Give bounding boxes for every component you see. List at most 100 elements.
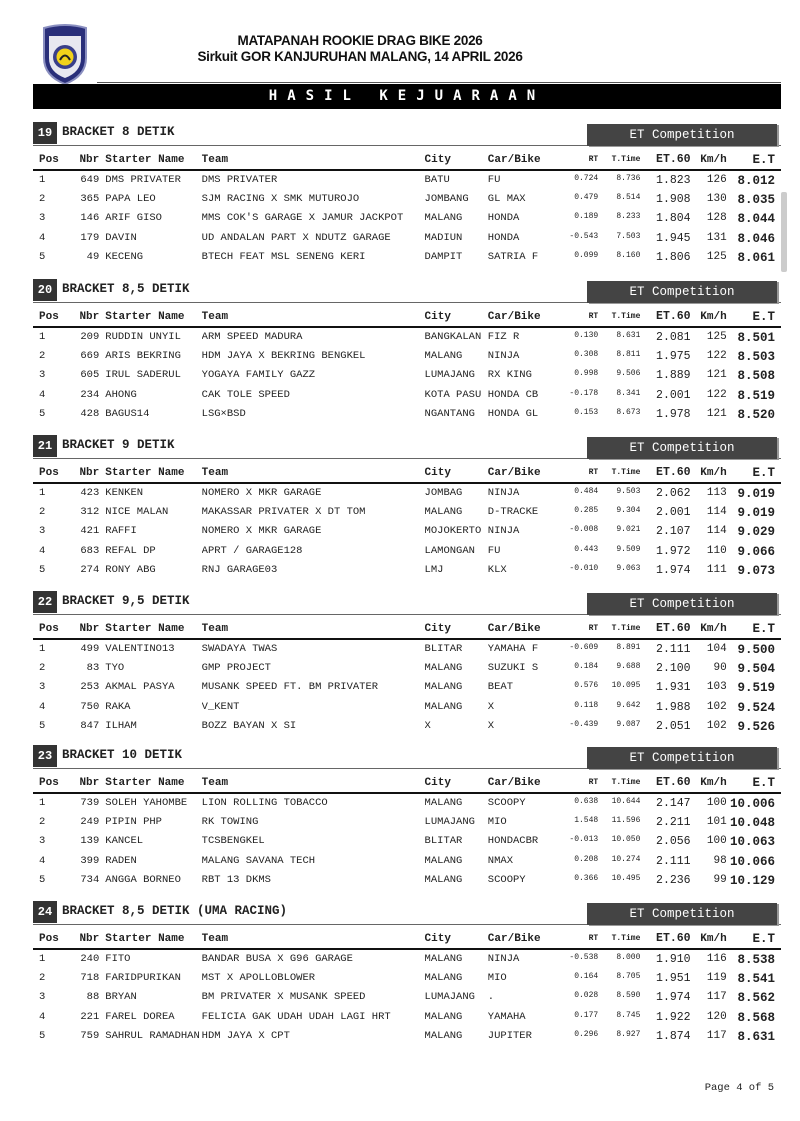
cell-city: MALANG (424, 874, 463, 886)
column-header-city: City (424, 929, 488, 950)
cell-nbr: 179 (80, 231, 100, 244)
cell-nbr: 312 (80, 505, 100, 518)
section-number: 24 (33, 901, 57, 923)
cell-rt: 0.285 (574, 505, 599, 515)
cell-car-bike: SCOOPY (487, 797, 526, 809)
cell-car-bike: SATRIA F (487, 251, 539, 263)
cell-kmh: 121 (706, 369, 727, 381)
cell-et60: 2.107 (656, 525, 691, 538)
cell-rt: 0.366 (574, 874, 599, 883)
bracket-section: 23 BRACKET 10 DETIK ET Competition Pos Nb… (33, 745, 781, 895)
cell-team: HDM JAYA X CPT (201, 1030, 290, 1042)
cell-rt: -0.543 (569, 231, 599, 241)
cell-et60: 2.056 (656, 835, 691, 848)
cell-city: MALANG (424, 797, 463, 809)
cell-t-time: 8.736 (616, 174, 641, 183)
table-row: 1 209 RUDDIN UNYIL ARM SPEED MADURA BANGKALA… (33, 327, 781, 347)
cell-et: 10.066 (729, 854, 775, 869)
cell-nbr: 421 (80, 525, 100, 537)
cell-et: 10.129 (729, 874, 775, 888)
cell-rt: -0.178 (569, 388, 599, 398)
cell-rt: 1.548 (574, 815, 599, 825)
cell-kmh: 100 (706, 835, 727, 847)
table-header-row: Pos Nbr Starter Name Team City Car/Bike RT T.Ti… (33, 150, 781, 171)
section-header: 19 BRACKET 8 DETIK ET Competition (33, 122, 781, 146)
cell-kmh: 100 (706, 797, 727, 809)
cell-car-bike: . (487, 991, 495, 1003)
cell-pos: 5 (39, 874, 46, 886)
cell-city: MALANG (424, 349, 463, 362)
cell-team: UD ANDALAN PART X NDUTZ GARAGE (201, 231, 391, 244)
column-header-kmh: Km/h (690, 929, 727, 950)
bracket-section: 21 BRACKET 9 DETIK ET Competition Pos Nbr… (33, 435, 781, 585)
column-header-car-bike: Car/Bike (487, 150, 557, 171)
cell-city: MALANG (424, 854, 463, 867)
cell-et60: 1.988 (656, 700, 691, 714)
cell-t-time: 8.705 (616, 971, 641, 981)
cell-pos: 4 (39, 231, 46, 244)
competition-label: ET Competition (587, 124, 777, 146)
cell-team: ARM SPEED MADURA (201, 331, 303, 343)
cell-et: 8.508 (737, 369, 775, 383)
cell-team: LSG×BSD (201, 408, 246, 420)
table-header-row: Pos Nbr Starter Name Team City Car/Bike RT T.Ti… (33, 463, 781, 484)
cell-car-bike: FIZ R (487, 331, 520, 343)
cell-team: BM PRIVATER X MUSANK SPEED (201, 991, 366, 1003)
cell-city: NGANTANG (424, 408, 475, 420)
cell-city: LAMONGAN (424, 544, 475, 557)
column-header-nbr: Nbr (71, 150, 104, 171)
cell-car-bike: KLX (487, 564, 507, 576)
cell-team: SJM RACING X SMK MUTUROJO (201, 192, 360, 205)
cell-kmh: 99 (713, 874, 727, 886)
cell-kmh: 111 (706, 564, 727, 576)
table-row: 5 428 BAGUS14 LSG×BSD NGANTANG HONDA GL 0.153 8… (33, 405, 781, 425)
cell-city: BLITAR (424, 835, 463, 847)
cell-pos: 4 (39, 1010, 46, 1023)
bracket-section: 19 BRACKET 8 DETIK ET Competition Pos Nbr… (33, 122, 781, 272)
cell-city: BANGKALAN (424, 331, 482, 343)
cell-starter-name: SAHRUL RAMADHAN (105, 1030, 200, 1042)
cell-nbr: 649 (80, 174, 100, 186)
cell-pos: 1 (39, 487, 46, 499)
cell-et60: 2.051 (656, 720, 691, 733)
cell-et: 8.520 (737, 408, 775, 422)
cell-kmh: 125 (706, 331, 727, 343)
cell-et: 8.538 (737, 953, 775, 967)
column-header-rt: RT (556, 307, 599, 328)
cell-pos: 2 (39, 971, 46, 984)
cell-car-bike: NINJA (487, 525, 520, 537)
column-header-et60: ET.60 (640, 619, 691, 640)
section-header: 20 BRACKET 8,5 DETIK ET Competition (33, 279, 781, 303)
cell-nbr: 83 (86, 661, 100, 674)
cell-car-bike: NMAX (487, 854, 514, 867)
cell-t-time: 9.304 (616, 505, 641, 515)
cell-t-time: 8.000 (616, 953, 641, 962)
table-header-row: Pos Nbr Starter Name Team City Car/Bike RT T.Ti… (33, 929, 781, 950)
column-header-kmh: Km/h (690, 307, 727, 328)
cell-kmh: 114 (706, 525, 727, 537)
cell-car-bike: NINJA (487, 953, 520, 965)
cell-pos: 2 (39, 661, 46, 674)
cell-t-time: 11.596 (611, 815, 641, 825)
cell-starter-name: ILHAM (105, 720, 137, 732)
cell-car-bike: MIO (487, 971, 507, 984)
cell-rt: -0.013 (569, 835, 599, 844)
cell-kmh: 113 (706, 487, 727, 499)
section-title: BRACKET 9,5 DETIK (62, 594, 190, 608)
column-header-t-time: T.Time (598, 463, 641, 484)
scrollbar[interactable] (781, 192, 787, 272)
cell-pos: 5 (39, 251, 46, 263)
cell-city: MALANG (424, 661, 463, 674)
column-header-rt: RT (556, 463, 599, 484)
cell-car-bike: YAMAHA F (487, 643, 539, 655)
cell-nbr: 718 (80, 971, 100, 984)
cell-kmh: 102 (706, 700, 727, 713)
cell-pos: 3 (39, 525, 46, 537)
cell-et60: 1.951 (656, 971, 691, 985)
cell-rt: 0.724 (574, 174, 599, 183)
cell-et60: 2.062 (656, 487, 691, 500)
cell-t-time: 9.509 (616, 544, 641, 554)
cell-city: BLITAR (424, 643, 463, 655)
cell-starter-name: KECENG (105, 251, 144, 263)
column-header-rt: RT (556, 773, 599, 794)
